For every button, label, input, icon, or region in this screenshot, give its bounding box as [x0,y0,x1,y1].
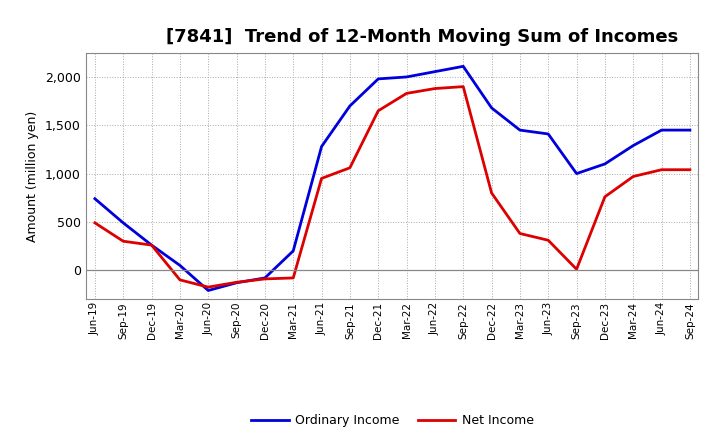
Net Income [261,276,269,282]
Ordinary Income [600,161,609,167]
Ordinary Income [119,220,127,226]
Net Income [119,238,127,244]
Ordinary Income [487,105,496,110]
Net Income [346,165,354,170]
Ordinary Income [204,288,212,293]
Net Income [204,285,212,290]
Line: Ordinary Income: Ordinary Income [95,66,690,290]
Net Income [289,275,297,281]
Ordinary Income [402,74,411,80]
Ordinary Income [629,143,637,148]
Net Income [91,220,99,226]
Text: [7841]  Trend of 12-Month Moving Sum of Incomes: [7841] Trend of 12-Month Moving Sum of I… [166,28,678,46]
Net Income [374,108,382,114]
Net Income [657,167,666,172]
Net Income [148,242,156,248]
Ordinary Income [459,64,467,69]
Ordinary Income [431,69,439,74]
Ordinary Income [374,76,382,81]
Net Income [629,174,637,179]
Ordinary Income [572,171,581,176]
Net Income [233,280,241,285]
Line: Net Income: Net Income [95,87,690,287]
Net Income [459,84,467,89]
Ordinary Income [91,196,99,202]
Ordinary Income [346,103,354,109]
Net Income [402,91,411,96]
Ordinary Income [176,263,184,268]
Net Income [572,267,581,272]
Ordinary Income [233,280,241,286]
Ordinary Income [148,242,156,248]
Ordinary Income [261,275,269,281]
Net Income [600,194,609,199]
Net Income [544,238,552,243]
Net Income [487,190,496,195]
Ordinary Income [544,131,552,136]
Net Income [431,86,439,91]
Legend: Ordinary Income, Net Income: Ordinary Income, Net Income [246,409,539,432]
Net Income [685,167,694,172]
Y-axis label: Amount (million yen): Amount (million yen) [27,110,40,242]
Ordinary Income [318,144,326,149]
Net Income [516,231,524,236]
Ordinary Income [685,128,694,133]
Net Income [176,277,184,282]
Ordinary Income [289,248,297,253]
Net Income [318,176,326,181]
Ordinary Income [657,128,666,133]
Ordinary Income [516,128,524,133]
